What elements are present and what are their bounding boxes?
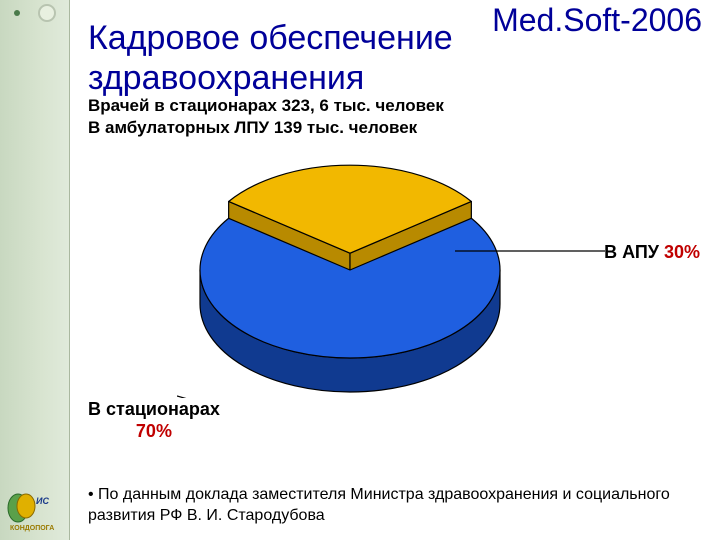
page-title: Кадровое обеспечение здравоохранения bbox=[88, 18, 588, 98]
pie-label-apu-pct: 30% bbox=[664, 242, 700, 262]
ring-icon bbox=[38, 4, 56, 22]
corner-logo: ИС КОНДОПОГА bbox=[6, 490, 64, 534]
slide-content: Med.Soft-2006 Кадровое обеспечение здрав… bbox=[70, 0, 720, 540]
footnote: • По данным доклада заместителя Министра… bbox=[88, 484, 702, 526]
leader-line-apu bbox=[455, 250, 605, 253]
pie-label-apu-text: В АПУ bbox=[604, 242, 664, 262]
pie-label-apu: В АПУ 30% bbox=[604, 242, 700, 263]
subtitle-line-2: В амбулаторных ЛПУ 139 тыс. человек bbox=[88, 118, 417, 138]
pie-label-stac-text: В стационарах bbox=[88, 399, 220, 419]
logo-top-text: ИС bbox=[36, 496, 49, 506]
logo-bottom-text: КОНДОПОГА bbox=[10, 525, 54, 532]
subtitle-line-1: Врачей в стационарах 323, 6 тыс. человек bbox=[88, 96, 444, 116]
pie-label-stac-pct: 70% bbox=[88, 420, 220, 442]
dot-icon bbox=[14, 10, 20, 16]
strip-ornament bbox=[0, 2, 69, 24]
decorative-left-strip: ИС КОНДОПОГА bbox=[0, 0, 70, 540]
pie-chart bbox=[180, 160, 520, 410]
pie-label-stationary: В стационарах 70% bbox=[88, 398, 220, 442]
